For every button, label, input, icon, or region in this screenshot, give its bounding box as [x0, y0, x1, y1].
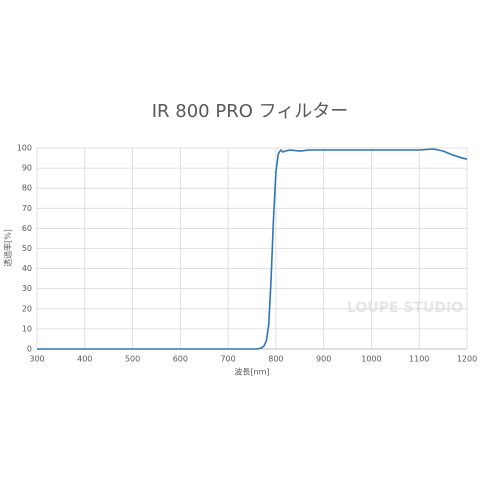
y-tick-label: 90	[22, 164, 32, 173]
x-tick-label: 400	[77, 355, 92, 364]
watermark: LOUPE STUDIO	[347, 300, 463, 316]
y-tick-label: 80	[22, 184, 32, 193]
y-tick-label: 70	[22, 204, 32, 213]
x-tick-label: 900	[316, 355, 331, 364]
x-tick-label: 300	[29, 355, 44, 364]
y-tick-label: 50	[22, 244, 32, 253]
y-tick-label: 100	[17, 144, 32, 153]
x-tick-label: 1100	[409, 355, 429, 364]
y-tick-label: 10	[22, 324, 32, 333]
y-tick-label: 40	[22, 264, 32, 273]
x-tick-label: 800	[268, 355, 283, 364]
x-tick-label: 600	[173, 355, 188, 364]
chart-title: IR 800 PRO フィルター	[152, 101, 349, 122]
y-tick-label: 20	[22, 304, 32, 313]
y-tick-label: 60	[22, 224, 32, 233]
y-tick-label: 0	[27, 345, 32, 354]
x-tick-label: 1000	[361, 355, 381, 364]
x-tick-label: 1200	[457, 355, 477, 364]
y-axis-label: 透過率[%]	[3, 229, 13, 267]
y-tick-label: 30	[22, 284, 32, 293]
x-tick-label: 500	[125, 355, 140, 364]
data-line	[37, 148, 468, 350]
x-tick-label: 700	[220, 355, 235, 364]
x-axis-label: 波長[nm]	[234, 367, 269, 377]
